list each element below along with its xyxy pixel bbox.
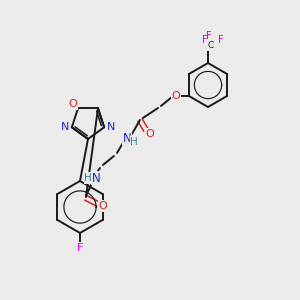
Text: F: F <box>218 35 224 45</box>
Text: F: F <box>77 243 83 253</box>
Text: N: N <box>92 172 100 184</box>
Text: N: N <box>107 122 116 132</box>
Text: F: F <box>206 31 212 41</box>
Text: H: H <box>84 173 92 183</box>
Text: C: C <box>208 41 214 50</box>
Text: F: F <box>202 35 208 45</box>
Text: O: O <box>146 129 154 139</box>
Text: O: O <box>172 91 180 101</box>
Text: O: O <box>69 99 77 109</box>
Text: N: N <box>61 122 69 132</box>
Text: O: O <box>99 201 107 211</box>
Text: H: H <box>130 137 138 147</box>
Text: N: N <box>123 133 131 146</box>
